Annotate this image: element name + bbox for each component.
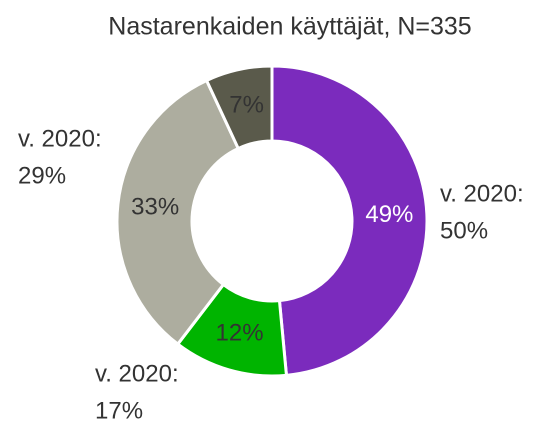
donut-segment — [204, 64, 274, 151]
annotation: v. 2020: — [18, 125, 102, 152]
data-label: 33% — [131, 194, 179, 221]
data-label: 49% — [365, 201, 413, 228]
donut-segment — [270, 64, 429, 377]
annotation: 29% — [18, 162, 66, 189]
annotation: v. 2020: — [440, 180, 524, 207]
annotation: v. 2020: — [95, 360, 179, 387]
annotation: 50% — [440, 217, 488, 244]
chart-title: Nastarenkaiden käyttäjät, N=335 — [108, 13, 471, 41]
data-label: 12% — [216, 319, 264, 346]
data-label: 7% — [229, 92, 264, 119]
annotation: 17% — [95, 397, 143, 424]
donut-segment — [115, 78, 241, 347]
